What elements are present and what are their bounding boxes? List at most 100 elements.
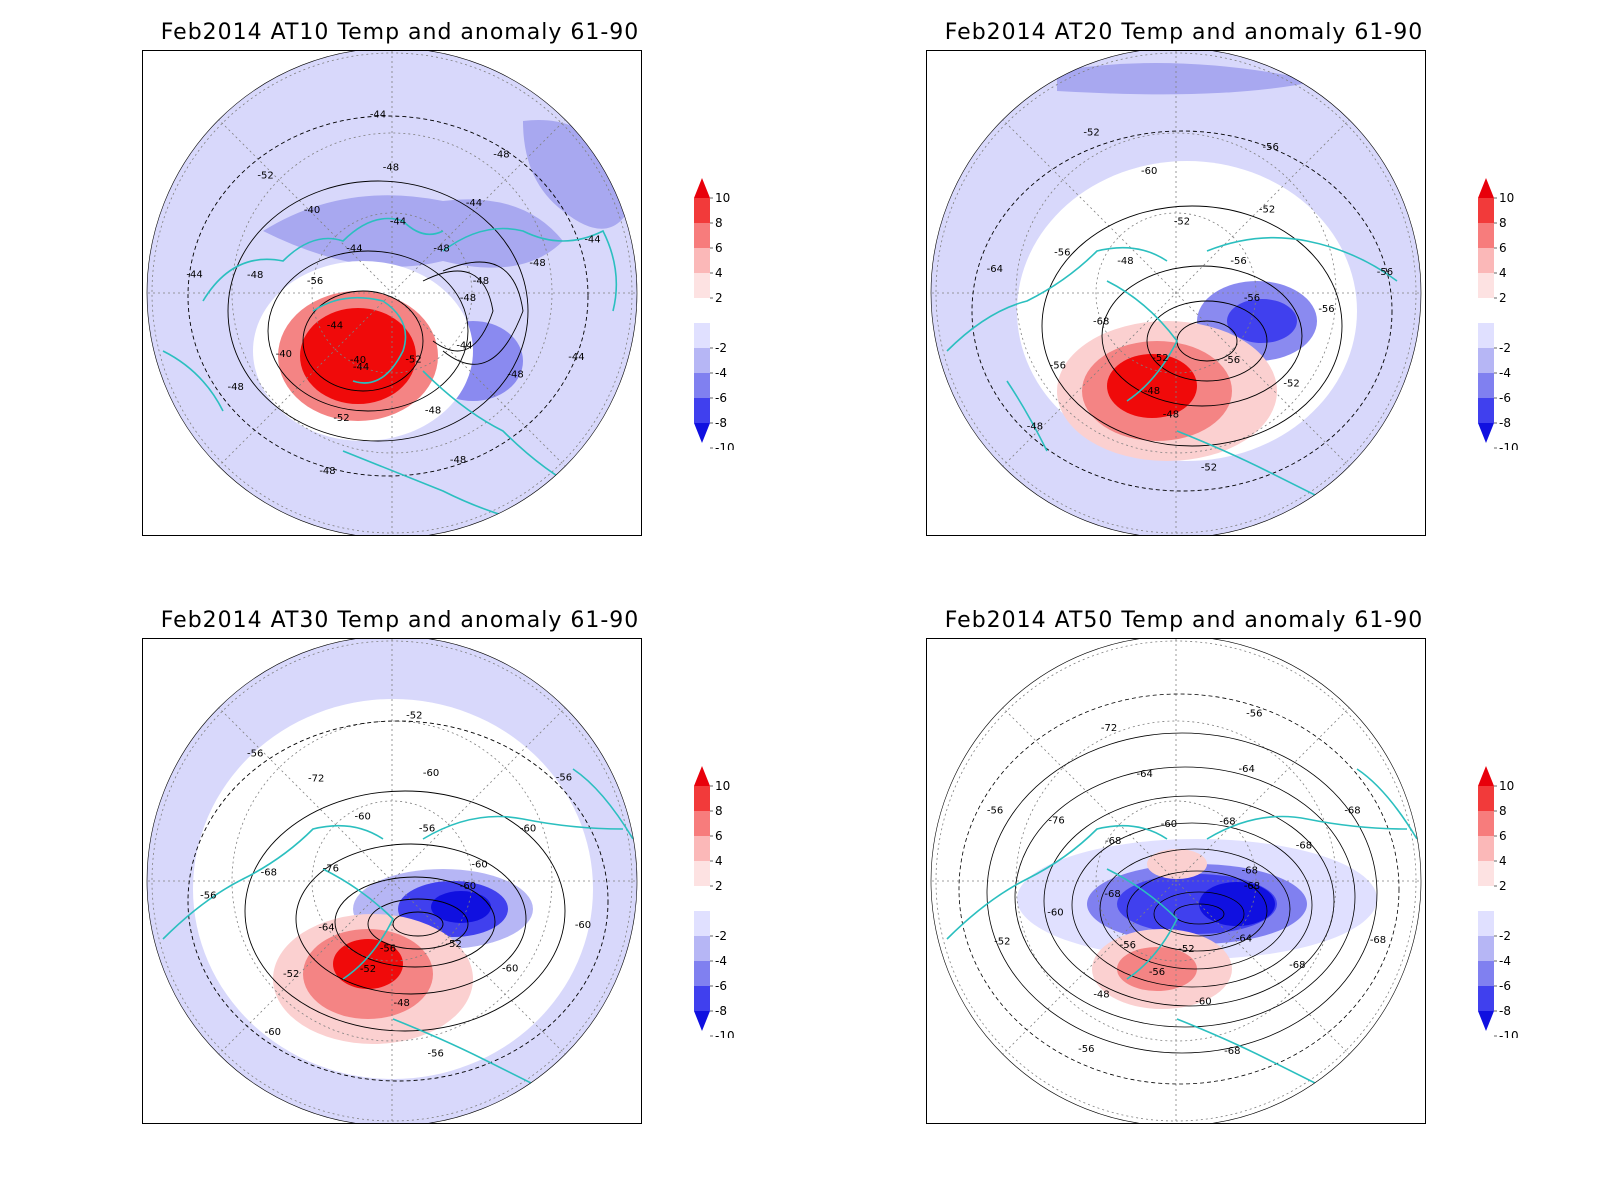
contour-label: -56 [1120,940,1136,951]
contour-label: -48 [319,466,335,477]
colorbar-label: -4 [1499,954,1511,968]
map-svg: -56 -52 -52 -56 -48 -48 -52 -56 -64 -68 -56 -52 -48 -… [930,51,1422,535]
polar-map: -56 -52 -52 -56 -48 -48 -52 -56 -64 -68 -56 -52 -48 -… [926,50,1426,536]
contour-label: -48 [247,270,263,281]
contour-label: -52 [1259,205,1275,216]
colorbar-segment [1478,298,1494,323]
contour-label: -44 [466,198,482,209]
colorbar-segment [694,786,710,811]
map-boundary [146,51,638,535]
contour-label: -56 [1224,355,1240,366]
colorbar-segment [694,348,710,373]
anomaly-cold-core [431,891,491,923]
contour-label: -64 [1236,933,1252,944]
contour-label: -72 [308,773,324,784]
contour-label: -52 [1174,217,1190,228]
colorbar-segment [1478,986,1494,1011]
contour-label: -44 [346,244,362,255]
contour-label: -68 [1219,816,1235,827]
colorbar-label: 8 [715,804,723,818]
panel-title: Feb2014 AT50 Temp and anomaly 61-90 [944,608,1424,633]
contour-label: -52 [1083,127,1099,138]
contour-label: -60 [423,768,439,779]
contour-label: -48 [529,258,545,269]
contour-label: -48 [507,369,523,380]
colorbar-segment [694,936,710,961]
colorbar-label: 2 [715,291,723,305]
colorbar-label: 2 [715,879,723,893]
contour-label: -52 [1178,944,1194,955]
contour-label: -56 [380,943,396,954]
anomaly-cold-area [1057,63,1317,95]
colorbar-min-arrow [694,423,710,443]
polar-map: -48 -48 -48 -44 -48 -48 -52 -52 -48 -44 -40 -44 -44-… [142,50,642,536]
contour-label: -60 [1141,166,1157,177]
contour-label: -60 [460,881,476,892]
contour-label: -52 [405,354,421,365]
anomaly-cold-area [523,120,633,229]
contour-label: -44 [327,320,343,331]
contour-label: -56 [987,805,1003,816]
colorbar-label: 4 [715,854,723,868]
contour-label: -60 [502,964,518,975]
colorbar-label: -4 [715,366,727,380]
contour-label: -56 [307,276,323,287]
colorbar-label: -8 [715,1004,727,1018]
contour-label: -52 [333,413,349,424]
colorbar-label: -10 [715,1029,735,1038]
colorbar-min-arrow [1478,1011,1494,1031]
colorbar-label: -2 [1499,341,1511,355]
colorbar-label: 8 [1499,804,1507,818]
colorbar-label: 6 [1499,241,1507,255]
warm-core-label: -48 [1144,386,1160,397]
contour-label: -44 [584,235,600,246]
polar-map: -68 -68 -68 -64 -60 -56 -52 -48 -52 -56 -60 -56 -68 -… [926,638,1426,1124]
map-boundary [930,639,1422,1123]
contour-label: -68 [1093,317,1109,328]
colorbar-segment [694,373,710,398]
contour-label: -52 [1152,353,1168,364]
colorbar-label: 4 [1499,266,1507,280]
map-svg: -48-48-48-44-48-48-52-52-48-44-40-44-44-… [146,51,638,535]
colorbar-segment [1478,836,1494,861]
contour-label: -68 [1344,806,1360,817]
contour-label: -56 [1246,708,1262,719]
contour-label: -68 [1104,889,1120,900]
panel-at30: Feb2014 AT30 Temp and anomaly 61-90 [142,588,762,1148]
contour-label: -76 [323,863,339,874]
colorbar: 10 8 6 4 2 -2 -4 -6 -8 -10 [694,766,735,1038]
colorbar-label: -2 [1499,929,1511,943]
contour-label: -48 [1027,422,1043,433]
contour-label: -56 [1318,304,1334,315]
map-boundary [930,51,1422,535]
colorbar-label: -2 [715,341,727,355]
contour-label: -68 [1244,881,1260,892]
contour-label: -48 [228,382,244,393]
colorbar-label: 10 [715,191,730,205]
contour-label: -68 [1105,836,1121,847]
contour-label: -52 [1283,379,1299,390]
colorbar-label: -8 [1499,416,1511,430]
colorbar: 10 8 6 4 2 -2 -4 -6 -8 -10 [694,178,735,450]
colorbar-label: -4 [1499,366,1511,380]
colorbar-segment [694,811,710,836]
colorbar-segment [694,298,710,323]
contour-label: -48 [1093,990,1109,1001]
colorbar-label: -6 [715,391,727,405]
coastlines [946,768,1418,1100]
warm-core-label: -56 [1149,967,1165,978]
anomaly-warm-core [1107,354,1197,418]
anomaly-warm-core [300,308,416,404]
colorbar-segment [694,961,710,986]
contour-label: -48 [473,276,489,287]
warm-core-label: -52 [360,964,376,975]
contour-label: -56 [428,1049,444,1060]
contour-label: -56 [1263,142,1279,153]
colorbar-label: -10 [1499,441,1519,450]
anomaly-warm-core [1117,947,1197,991]
colorbar-label: 8 [715,216,723,230]
colorbar-segment [694,248,710,273]
colorbar: 10 8 6 4 2 -2 -4 -6 -8 -10 [1478,178,1519,450]
colorbar-segment [1478,811,1494,836]
contour-label: -60 [520,823,536,834]
